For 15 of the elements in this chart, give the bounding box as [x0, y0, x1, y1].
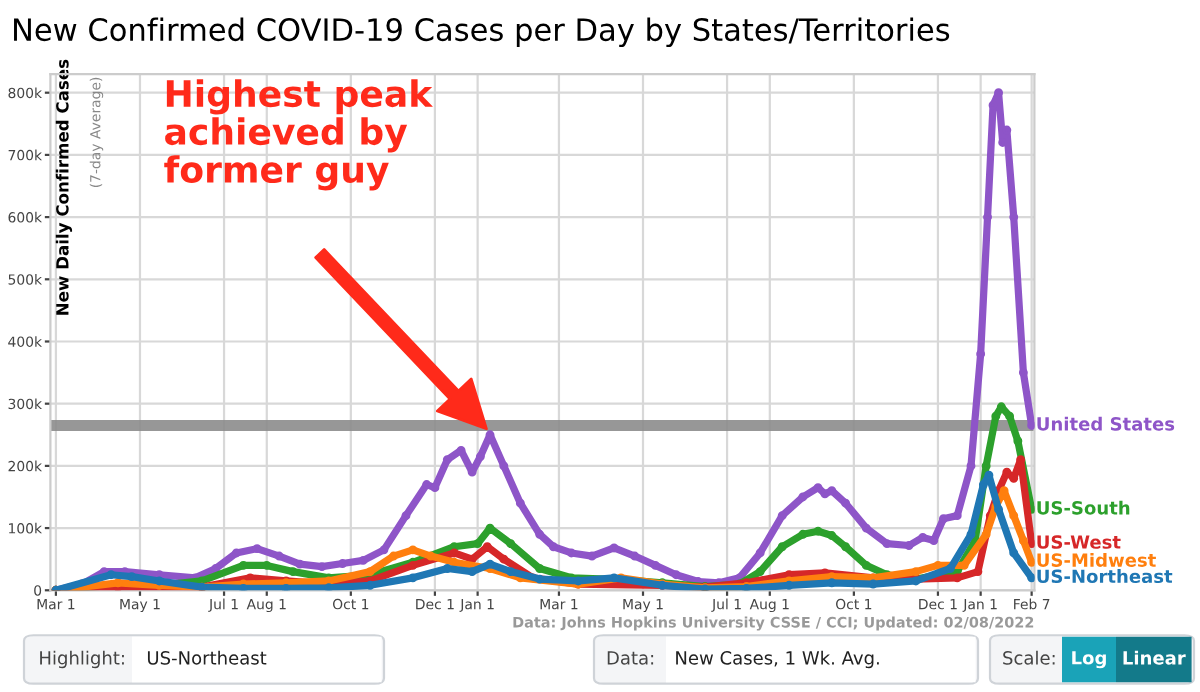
text: US-Northeast [147, 650, 267, 665]
text: Linear [1123, 650, 1186, 665]
text: Log [1072, 651, 1106, 669]
text: Scale: [1003, 650, 1055, 665]
text: New Cases, 1 Wk. Avg. [676, 650, 879, 669]
text: Highlight: [40, 650, 124, 669]
y-axis-title: New Daily Confirmed Cases [55, 59, 73, 315]
chart-title: New Confirmed COVID-19 Cases per Day by States/Territories [14, 17, 950, 48]
series-label: US-South [1037, 500, 1130, 515]
series-label: United States [1037, 416, 1175, 431]
series-label: US-Midwest [1037, 552, 1156, 567]
annotation: Highest peak achieved by former guy [164, 79, 433, 191]
text: Data: [607, 651, 654, 665]
series-label: US-West [1037, 535, 1121, 549]
series-label: US-Northeast [1037, 569, 1173, 584]
